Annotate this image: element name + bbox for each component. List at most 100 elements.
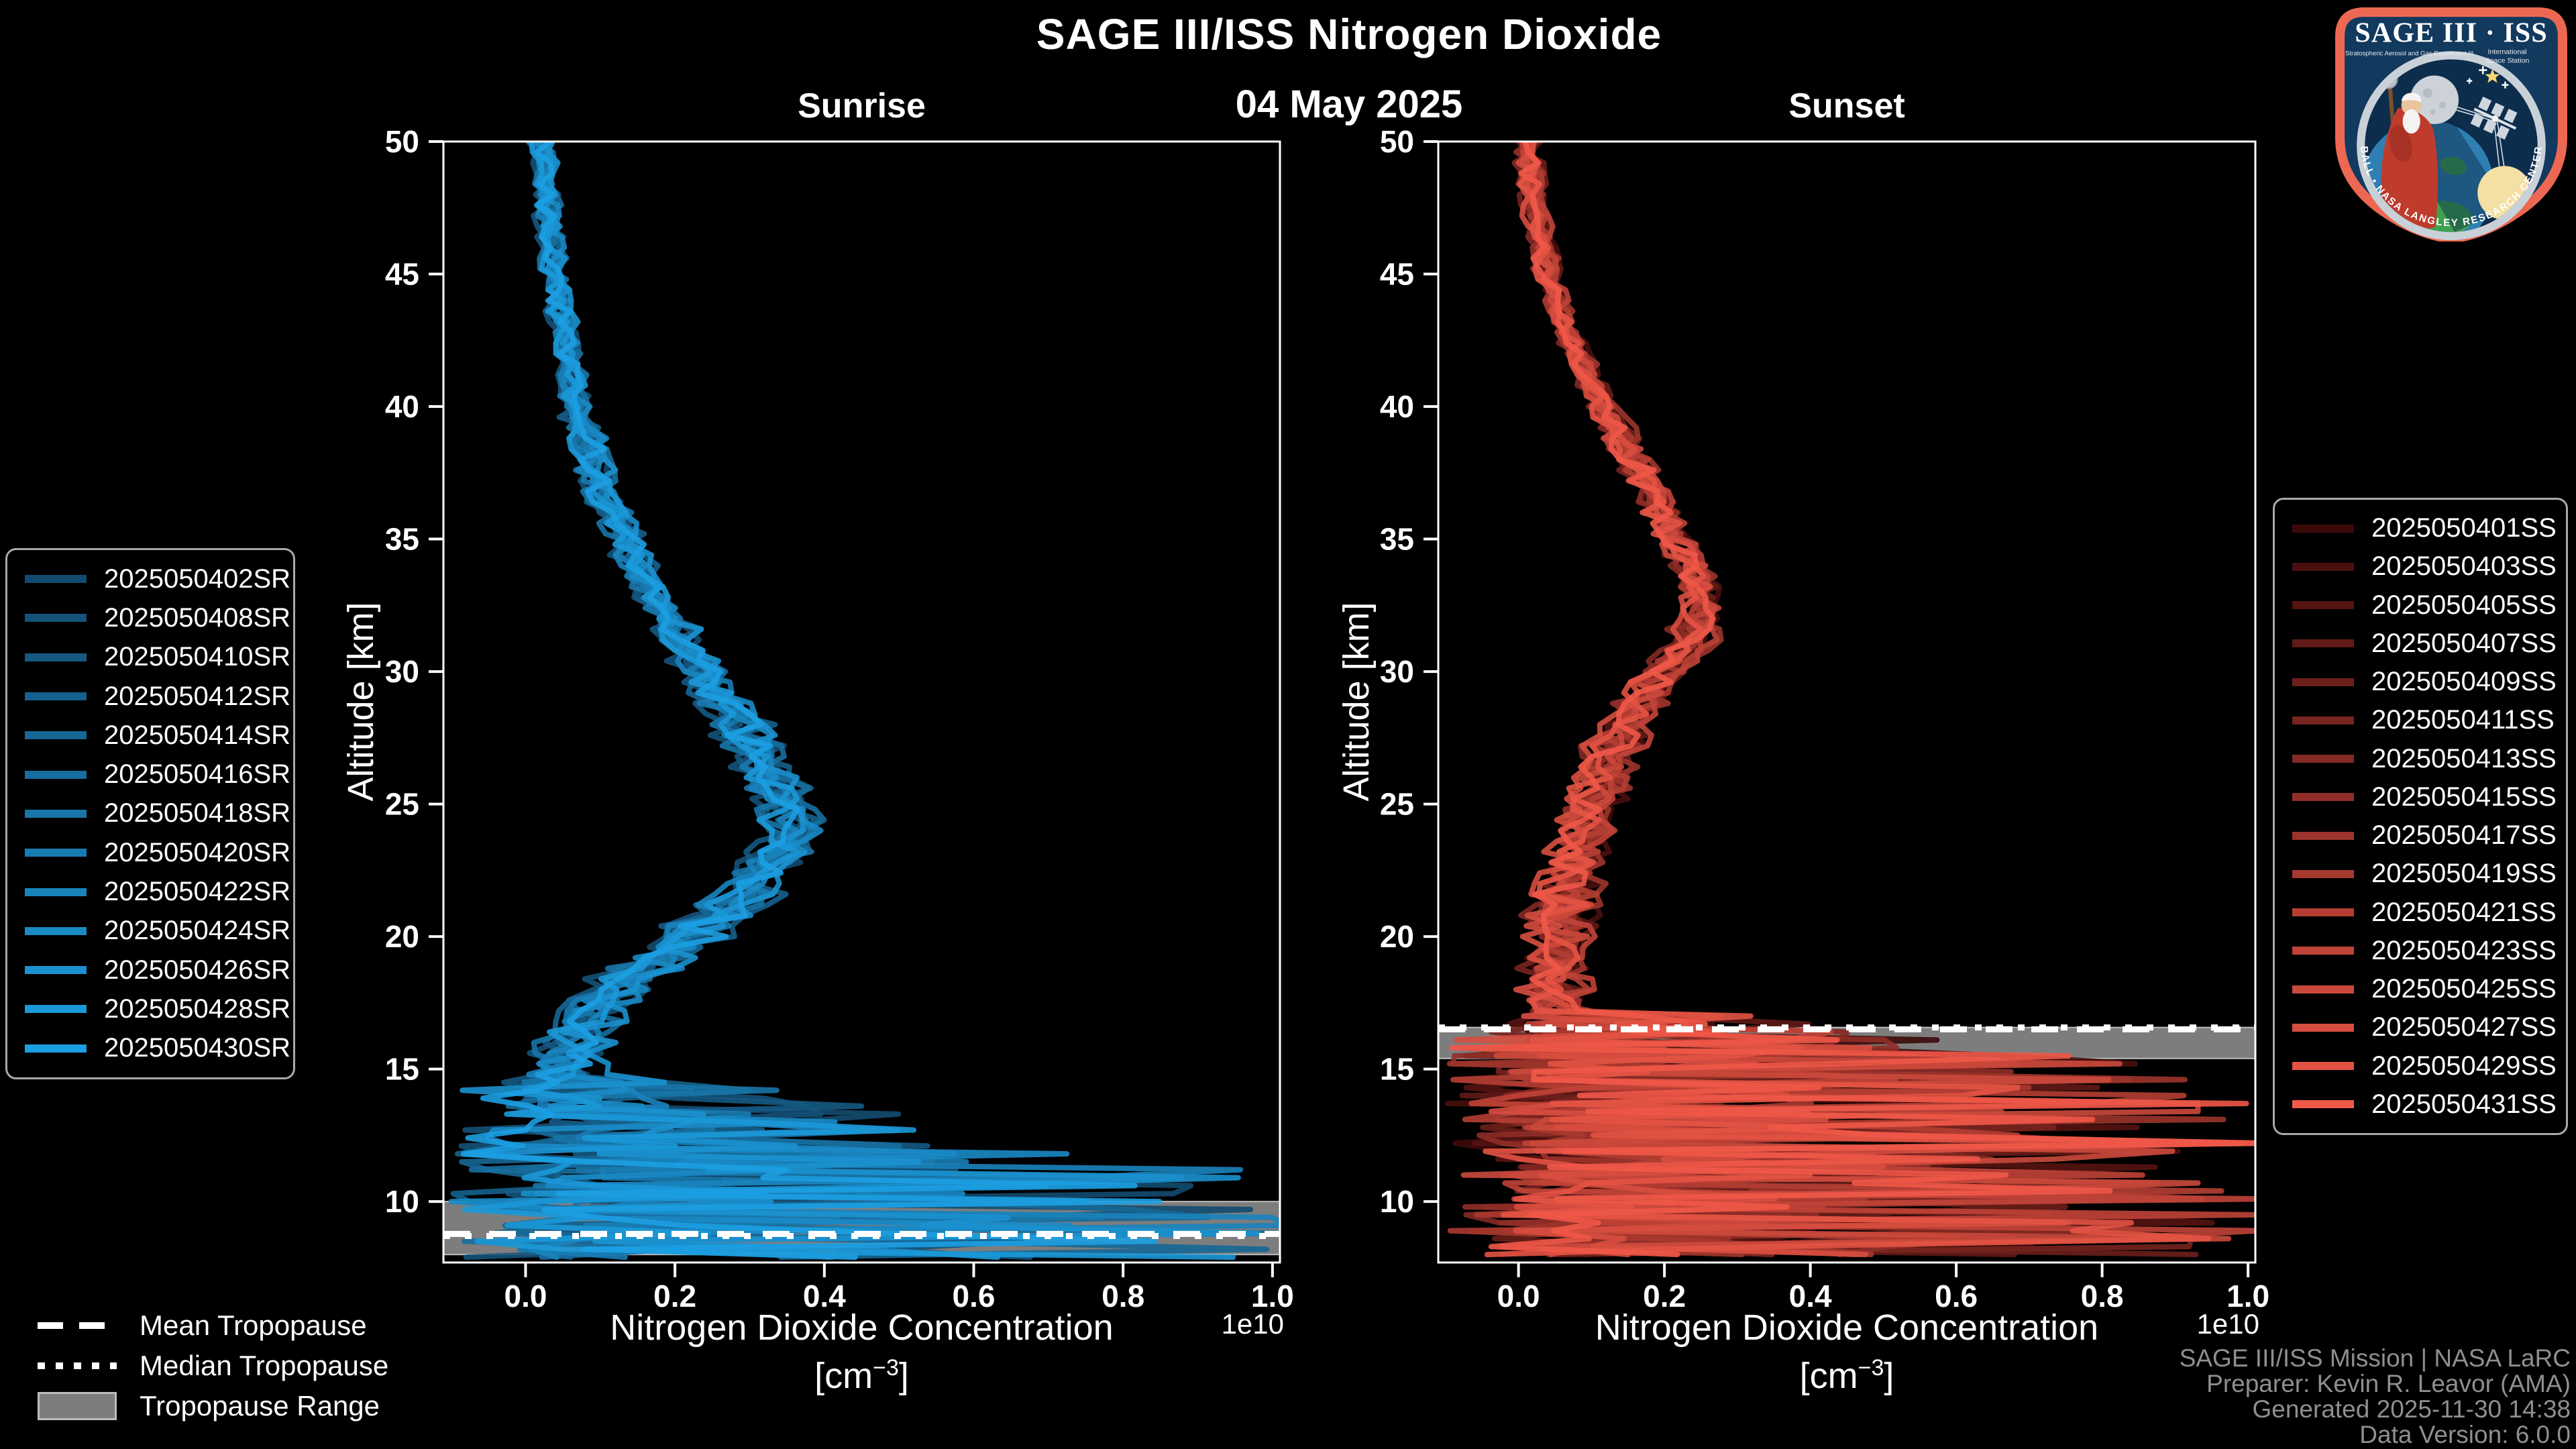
profile-line (462, 142, 1236, 1260)
footer-line-mission: SAGE III/ISS Mission | NASA LaRC (2179, 1344, 2571, 1372)
sunrise-plot-area (443, 142, 1280, 1260)
legend-line-swatch (25, 809, 87, 818)
y-tick-label: 45 (385, 257, 419, 292)
legend-item-median-tropopause: Median Tropopause (38, 1346, 388, 1386)
legend-label: 2025050411SS (2371, 705, 2555, 735)
stars (2467, 66, 2509, 89)
profile-line (460, 142, 1260, 1260)
legend-label: 2025050425SS (2371, 974, 2557, 1004)
legend-item: 2025050430SR (25, 1033, 290, 1063)
legend-label: 2025050419SS (2371, 859, 2557, 889)
unit-pre: [cm (1799, 1356, 1858, 1396)
legend-label: 2025050414SR (104, 720, 291, 750)
legend-item-tropopause-range: Tropopause Range (38, 1386, 388, 1426)
sunset-panel-title: Sunset (1788, 87, 1905, 125)
logo-title: SAGE III · ISS (2355, 17, 2548, 48)
legend-line-swatch (25, 731, 87, 740)
legend-item: 2025050424SR (25, 916, 290, 946)
legend-label: 2025050401SS (2371, 513, 2557, 543)
y-tick-label: 30 (385, 654, 419, 689)
legend-item: 2025050418SR (25, 798, 290, 828)
legend-item: 2025050410SR (25, 642, 290, 672)
profile-line (1483, 142, 2255, 1258)
sunrise-plot-frame (442, 140, 1281, 1264)
legend-item: 2025050425SS (2292, 974, 2557, 1004)
y-axis-label-sunset: Altitude [km] (1336, 602, 1377, 802)
sunrise-legend: 2025050402SR 2025050408SR 2025050410SR 2025… (5, 548, 295, 1079)
legend-line-swatch (2292, 1023, 2354, 1032)
legend-line-swatch (25, 888, 87, 896)
unit-sup: −3 (1858, 1355, 1884, 1381)
y-tick-label: 35 (1380, 522, 1414, 557)
legend-label: 2025050427SS (2371, 1012, 2557, 1042)
legend-line-swatch (2292, 869, 2354, 878)
legend-line-swatch (2292, 601, 2354, 610)
legend-line-swatch (2292, 831, 2354, 840)
legend-item: 2025050415SS (2292, 782, 2557, 812)
y-tick-label: 30 (1380, 654, 1414, 689)
legend-item: 2025050414SR (25, 720, 290, 751)
legend-label: 2025050418SR (104, 798, 291, 828)
x-tick-label: 0.4 (803, 1279, 846, 1313)
x-tick-label: 0.0 (1497, 1279, 1540, 1313)
legend-line-swatch (2292, 716, 2354, 724)
legend-label: 2025050415SS (2371, 782, 2557, 812)
legend-line-swatch (25, 692, 87, 701)
y-tick-label: 40 (385, 389, 419, 424)
legend-line-swatch (2292, 639, 2354, 648)
y-tick-label: 50 (1380, 124, 1414, 159)
legend-label: 2025050417SS (2371, 820, 2557, 851)
dotted-line-swatch (38, 1362, 119, 1369)
x-tick-label: 0.6 (1935, 1279, 1978, 1313)
unit-sup: −3 (873, 1355, 899, 1381)
unit-post: ] (898, 1356, 909, 1396)
x-tick-label: 0.2 (653, 1279, 696, 1313)
footer-line-version: Data Version: 6.0.0 (2359, 1421, 2571, 1448)
y-tick-label: 25 (1380, 787, 1414, 822)
legend-item: 2025050403SS (2292, 551, 2557, 582)
legend-label: 2025050409SS (2371, 667, 2557, 697)
x-tick-label: 0.6 (953, 1279, 996, 1313)
y-tick-label: 10 (385, 1184, 419, 1219)
legend-label: 2025050428SR (104, 994, 291, 1024)
legend-line-swatch (25, 926, 87, 935)
logo-subtitle-left: Stratospheric Aerosol and Gas Experiment… (2345, 50, 2473, 57)
unit-post: ] (1884, 1356, 1894, 1396)
logo-scene (2365, 66, 2532, 232)
legend-item-mean-tropopause: Mean Tropopause (38, 1305, 388, 1346)
unit-pre: [cm (814, 1356, 873, 1396)
legend-item: 2025050431SS (2292, 1089, 2557, 1120)
legend-line-swatch (2292, 947, 2354, 955)
x-axis-unit-sunset: [cm−3] (1438, 1355, 2255, 1397)
legend-item: 2025050407SS (2292, 629, 2557, 659)
mission-patch-logo: SAGE III · ISS Stratospheric Aerosol and… (2333, 5, 2567, 241)
y-tick-label: 45 (1380, 257, 1414, 292)
legend-line-swatch (25, 849, 87, 857)
legend-item: 2025050420SR (25, 838, 290, 868)
y-tick-label: 20 (1380, 919, 1414, 954)
sunset-plot-frame (1437, 140, 2257, 1264)
footer-line-generated: Generated 2025-11-30 14:38 (2252, 1395, 2571, 1423)
legend-label: 2025050421SS (2371, 897, 2557, 927)
legend-line-swatch (2292, 1062, 2354, 1071)
legend-item: 2025050421SS (2292, 897, 2557, 928)
legend-line-swatch (25, 1005, 87, 1014)
profile-line (460, 142, 1163, 1260)
y-tick-label: 10 (1380, 1184, 1414, 1219)
legend-line-swatch (25, 653, 87, 661)
legend-item: 2025050413SS (2292, 744, 2557, 774)
moon-craters (2422, 88, 2446, 115)
moon (2410, 75, 2459, 125)
legend-label: 2025050412SR (104, 681, 291, 711)
legend-label: 2025050402SR (104, 564, 291, 594)
legend-line-swatch (2292, 908, 2354, 917)
y-tick-label: 20 (385, 919, 419, 954)
iss-icon (2470, 97, 2518, 140)
footer-line-preparer: Preparer: Kevin R. Leavor (AMA) (2206, 1370, 2571, 1397)
x-tick-label: 0.2 (1643, 1279, 1686, 1313)
legend-item: 2025050427SS (2292, 1012, 2557, 1042)
legend-item: 2025050401SS (2292, 513, 2557, 543)
legend-line-swatch (25, 770, 87, 779)
